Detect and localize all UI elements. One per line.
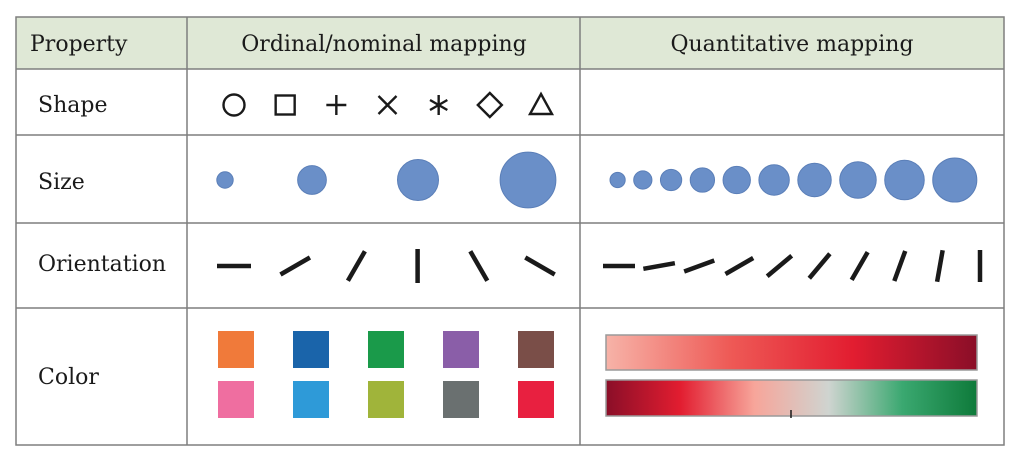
- asterisk-icon: [429, 95, 448, 115]
- color-swatch: [518, 381, 554, 418]
- plus-icon: [326, 95, 347, 115]
- orientation-ordinal-segment: [345, 250, 367, 282]
- color-swatch: [368, 331, 404, 368]
- header-background: [16, 17, 1004, 69]
- diamond-icon: [476, 91, 504, 119]
- size-ordinal-circle: [216, 171, 234, 189]
- size-ordinal-circle: [397, 159, 439, 201]
- header-ordinal-nominal: Ordinal/nominal mapping: [241, 32, 526, 57]
- orientation-ordinal-marks: [217, 249, 556, 283]
- size-quantitative-circle: [689, 167, 716, 193]
- color-swatch: [293, 331, 329, 368]
- row-label-orientation: Orientation: [38, 252, 166, 277]
- size-quantitative-circle: [758, 164, 790, 196]
- orientation-ordinal-segment: [524, 255, 556, 277]
- color-ordinal-swatches: [218, 331, 554, 418]
- size-quantitative-circle: [839, 161, 877, 199]
- orientation-ordinal-segment: [279, 255, 312, 277]
- color-swatch: [218, 331, 254, 368]
- header-quantitative: Quantitative mapping: [670, 32, 913, 57]
- orientation-quantitative-segment: [765, 253, 794, 279]
- table-grid: [15, 16, 1005, 446]
- table-border: [15, 16, 1005, 446]
- color-swatch: [218, 381, 254, 418]
- orientation-quantitative-segment: [849, 251, 870, 281]
- size-ordinal-circle: [297, 165, 327, 195]
- size-quantitative-circle: [884, 159, 925, 201]
- size-quantitative-circle: [722, 165, 751, 195]
- size-quantitative-circle: [609, 171, 626, 189]
- size-quantitative-circle: [633, 170, 653, 190]
- color-swatch: [293, 381, 329, 418]
- header-property: Property: [30, 32, 128, 57]
- color-swatch: [443, 381, 479, 418]
- orientation-quantitative-segment: [934, 249, 945, 283]
- orientation-quantitative-segment: [683, 258, 716, 274]
- row-label-shape: Shape: [38, 93, 107, 118]
- row-label-color: Color: [38, 365, 99, 390]
- square-icon: [274, 94, 296, 116]
- triangle-icon: [527, 91, 555, 116]
- size-ordinal-marks: [216, 151, 557, 209]
- orientation-quantitative-segment: [724, 256, 755, 276]
- orientation-quantitative-segment: [892, 250, 908, 282]
- size-quantitative-marks: [609, 157, 978, 203]
- orientation-ordinal-segment: [468, 250, 490, 282]
- cross-icon: [377, 95, 398, 115]
- size-quantitative-circle: [797, 162, 832, 198]
- size-ordinal-circle: [499, 151, 557, 209]
- size-quantitative-circle: [659, 168, 683, 192]
- row-label-size: Size: [38, 170, 85, 195]
- orientation-quantitative-segment: [807, 252, 832, 280]
- color-swatch: [518, 331, 554, 368]
- color-swatch: [368, 381, 404, 418]
- orientation-quantitative-marks: [603, 249, 983, 283]
- circle-icon: [222, 93, 246, 117]
- color-swatch: [443, 331, 479, 368]
- orientation-quantitative-segment: [642, 261, 676, 271]
- size-quantitative-circle: [932, 157, 978, 203]
- sequential-color-ramp: [605, 334, 978, 371]
- shape-ordinal-marks: [222, 91, 555, 119]
